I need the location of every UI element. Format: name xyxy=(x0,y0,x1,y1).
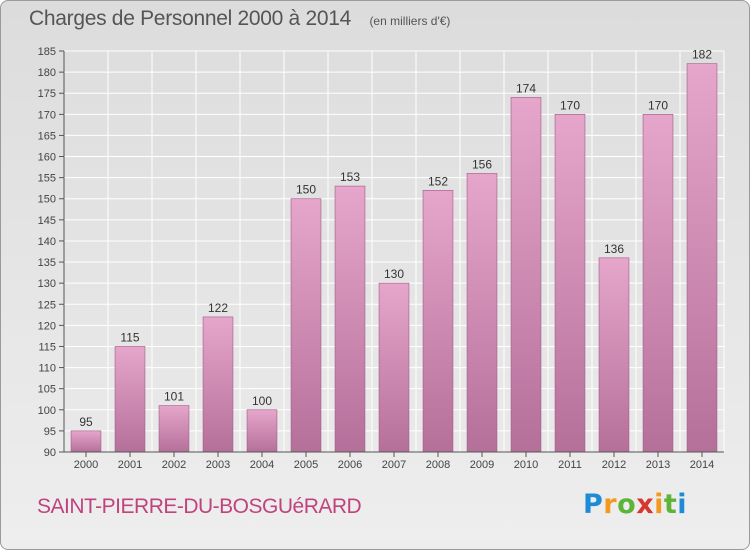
data-label-2006: 153 xyxy=(340,170,360,184)
y-tick-label: 100 xyxy=(38,405,56,417)
y-tick-label: 180 xyxy=(38,67,56,79)
data-label-2001: 115 xyxy=(120,330,139,344)
y-tick-label: 110 xyxy=(38,363,56,375)
title-block: Charges de Personnel 2000 à 2014 (en mil… xyxy=(29,7,450,31)
y-tick-label: 120 xyxy=(38,320,56,332)
y-tick-label: 90 xyxy=(44,447,56,459)
x-tick-label-2004: 2004 xyxy=(250,459,274,471)
bar-2009 xyxy=(466,173,498,453)
y-tick-label: 95 xyxy=(44,426,56,438)
x-tick-label-2001: 2001 xyxy=(118,459,142,471)
x-tick-label-2002: 2002 xyxy=(162,459,186,471)
x-tick-label-2014: 2014 xyxy=(690,459,714,471)
data-label-2012: 136 xyxy=(604,242,624,256)
x-tick-label-2005: 2005 xyxy=(294,459,318,471)
data-label-2011: 170 xyxy=(560,98,580,112)
bar-2002 xyxy=(158,405,190,453)
data-label-2003: 122 xyxy=(208,301,228,315)
bar-2014 xyxy=(686,63,718,453)
y-tick-label: 145 xyxy=(38,215,56,227)
data-label-2010: 174 xyxy=(516,81,536,95)
commune-name: SAINT-PIERRE-DU-BOSGUéRARD xyxy=(37,495,362,518)
y-tick-label: 105 xyxy=(38,384,56,396)
bars-layer xyxy=(70,63,718,453)
data-label-2005: 150 xyxy=(296,183,316,197)
y-tick-label: 185 xyxy=(38,46,56,58)
bar-2003 xyxy=(202,316,234,453)
bar-2013 xyxy=(642,114,674,453)
chart-title: Charges de Personnel 2000 à 2014 xyxy=(29,7,351,30)
x-tick-label-2008: 2008 xyxy=(426,459,450,471)
chart-subtitle: (en milliers d'€) xyxy=(369,14,451,28)
x-tick-label-2006: 2006 xyxy=(338,459,362,471)
y-tick-label: 115 xyxy=(38,341,56,353)
y-tick-label: 135 xyxy=(38,257,56,269)
x-tick-label-2007: 2007 xyxy=(382,459,406,471)
y-tick-label: 140 xyxy=(38,236,56,248)
bar-2008 xyxy=(422,189,454,453)
data-label-2004: 100 xyxy=(252,394,272,408)
data-label-2014: 182 xyxy=(692,48,712,62)
data-label-2000: 95 xyxy=(79,415,93,429)
bar-2007 xyxy=(378,282,410,453)
bar-2011 xyxy=(554,114,586,453)
x-tick-label-2013: 2013 xyxy=(646,459,670,471)
y-tick-label: 170 xyxy=(38,109,56,121)
bar-2001 xyxy=(114,346,146,453)
y-tick-label: 150 xyxy=(38,194,56,206)
x-tick-label-2012: 2012 xyxy=(602,459,626,471)
labels-layer: 95 115 101 122 100 150 153 130 152 156 174 170 136 17… xyxy=(79,48,712,429)
bar-2000 xyxy=(70,430,102,453)
axes-layer: 90 95 100 105 110 115 120 125 130 135 140 145 150 155… xyxy=(38,46,724,471)
y-tick-label: 130 xyxy=(38,278,56,290)
bar-2010 xyxy=(510,97,542,453)
bar-2005 xyxy=(290,198,322,453)
proxiti-logo[interactable]: Proxiti xyxy=(583,489,688,520)
x-tick-label-2010: 2010 xyxy=(514,459,538,471)
x-tick-label-2000: 2000 xyxy=(74,459,98,471)
data-label-2007: 130 xyxy=(384,267,404,281)
bar-2012 xyxy=(598,257,630,453)
bar-2006 xyxy=(334,185,366,453)
x-tick-label-2003: 2003 xyxy=(206,459,230,471)
data-label-2002: 101 xyxy=(164,390,184,404)
y-tick-label: 155 xyxy=(38,173,56,185)
y-tick-label: 165 xyxy=(38,130,56,142)
data-label-2009: 156 xyxy=(472,157,492,171)
data-label-2008: 152 xyxy=(428,174,448,188)
y-tick-label: 125 xyxy=(38,299,56,311)
x-tick-label-2009: 2009 xyxy=(470,459,494,471)
bar-2004 xyxy=(246,409,278,453)
x-tick-label-2011: 2011 xyxy=(558,459,582,471)
data-label-2013: 170 xyxy=(648,98,668,112)
y-tick-label: 160 xyxy=(38,152,56,164)
y-tick-label: 175 xyxy=(38,88,56,100)
